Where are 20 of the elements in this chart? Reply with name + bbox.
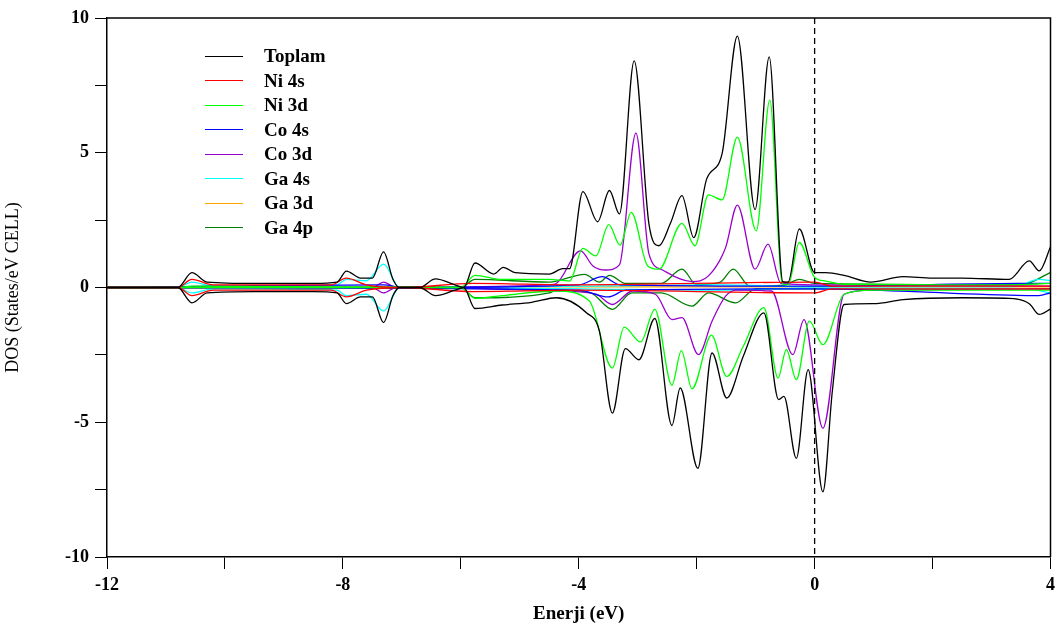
legend-label: Co 3d xyxy=(264,143,313,166)
y-tick-label: 0 xyxy=(80,276,89,297)
legend-label: Ni 4s xyxy=(264,69,305,92)
y-axis-title: DOS (States/eV CELL) xyxy=(1,202,23,373)
y-tick-label: -5 xyxy=(74,410,89,431)
x-tick-label: 0 xyxy=(810,574,820,595)
y-tick-label: -10 xyxy=(65,545,89,566)
legend-label: Ni 3d xyxy=(264,94,308,117)
legend-label: Ga 4p xyxy=(264,216,314,239)
y-tick-label: 10 xyxy=(71,6,89,27)
x-tick-label: -12 xyxy=(95,574,119,595)
x-tick-label: 4 xyxy=(1046,574,1055,595)
x-tick-label: -8 xyxy=(335,574,351,595)
legend-label: Co 4s xyxy=(264,118,309,141)
legend-label: Ga 4s xyxy=(264,167,310,190)
x-tick-label: -4 xyxy=(571,574,587,595)
x-axis-title: Enerji (eV) xyxy=(533,601,625,624)
y-tick-label: 5 xyxy=(80,141,89,162)
legend-label: Ga 3d xyxy=(264,192,314,215)
legend-label: Toplam xyxy=(264,45,326,68)
